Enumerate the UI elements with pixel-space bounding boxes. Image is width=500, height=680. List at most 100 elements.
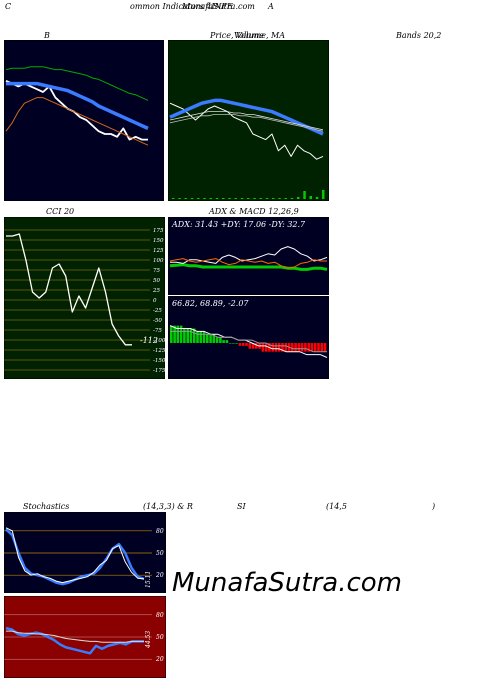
macd-histogram-bar	[242, 343, 245, 346]
macd-histogram-bar	[196, 331, 199, 343]
header-right: A	[268, 2, 274, 11]
adx-series-line-2	[169, 258, 327, 269]
macd-histogram-bar	[284, 343, 288, 352]
adx-readout: ADX: 31.43 +DY: 17.06 -DY: 32.7	[171, 220, 306, 229]
volume-bar	[259, 198, 262, 199]
volume-bar	[197, 198, 200, 199]
volume-bar	[222, 198, 225, 199]
bands-title-left: B	[44, 31, 50, 40]
macd-histogram-bar	[300, 343, 304, 352]
stochastics-series-line-1	[5, 527, 145, 584]
rsi-tick-label: 80	[156, 612, 164, 619]
volume-bars	[172, 190, 325, 199]
macd-histogram-bar	[245, 343, 248, 346]
macd-histogram-bar	[215, 337, 219, 343]
stoch-panel: 80 50 20 15.11	[4, 512, 166, 593]
macd-histogram-bar	[238, 343, 242, 346]
stoch-grid: 80 50 20	[4, 528, 164, 579]
macd-histogram-bar	[255, 343, 258, 349]
macd-histogram-bar	[313, 343, 317, 352]
cci-tick-label: 25	[152, 288, 160, 294]
volume-bar	[190, 198, 194, 199]
macd-histogram-bar	[248, 343, 252, 349]
bollinger-background	[4, 40, 164, 201]
rsi-series-line-0	[5, 626, 144, 655]
macd-series-line-0	[169, 325, 328, 358]
adx-macd-title: ADX & MACD 12,26,9	[209, 207, 299, 216]
rsi-params: (14,5	[326, 502, 347, 511]
macd-histogram-bar	[251, 343, 255, 349]
volume-bar	[297, 197, 300, 199]
stoch-title: Stochastics	[23, 502, 70, 511]
volume-bar	[322, 190, 325, 199]
macd-histogram-bar	[186, 328, 189, 343]
bollinger-series-line-3	[5, 97, 149, 146]
volume-bar	[228, 198, 231, 199]
price_volume_ma-series-line-2	[169, 111, 324, 131]
macd-histogram-bar	[176, 325, 180, 343]
macd-readout: 66.82, 68.89, -2.07	[172, 299, 249, 308]
volume-bar	[247, 198, 250, 199]
price-background	[168, 40, 329, 201]
bollinger-series-line-0	[5, 79, 148, 141]
macd-series-line-1	[170, 330, 327, 353]
volume-bar	[290, 198, 294, 199]
cci-grid: 175 150 125 100 75 50 25 0 -25 -50 -75 -100 -125 -150…	[4, 228, 165, 374]
macd-histogram-bar	[317, 343, 320, 352]
cci-tick-label: 75	[153, 268, 160, 274]
macd-histogram-bar	[261, 343, 265, 352]
price_volume_ma-series-line-3	[169, 114, 324, 132]
adx-series-line-0	[169, 263, 328, 271]
macd-histogram-bar	[219, 337, 222, 343]
macd-histogram-bar	[310, 343, 314, 352]
macd-histogram-bar	[199, 331, 202, 343]
cci-tick-label: 0	[153, 298, 157, 304]
macd-histogram-bar	[320, 343, 324, 352]
macd-histogram-bar	[189, 328, 193, 343]
volume-bar	[172, 198, 175, 199]
adx-background	[168, 217, 329, 295]
price-title-overlay: Volume	[234, 31, 264, 40]
volume-bar	[278, 198, 281, 199]
price_volume_ma-series-line-0	[169, 102, 324, 160]
macd-histogram-bar	[304, 343, 307, 352]
macd-histogram-bar	[323, 343, 327, 352]
cci-tick-label: 150	[153, 238, 164, 244]
macd-histogram-bar	[232, 343, 235, 344]
volume-bar	[184, 198, 187, 199]
cci-tick-label: -50	[153, 318, 162, 324]
bollinger-panel	[4, 40, 164, 201]
volume-bar	[265, 198, 269, 199]
rsi-grid: 80 50 20	[4, 612, 164, 663]
cci-tick-label: -150	[153, 358, 165, 364]
macd-histogram-bar	[277, 343, 281, 352]
cci-tick-label: -75	[153, 328, 162, 334]
volume-bar	[178, 198, 181, 199]
cci-series-line-0	[6, 233, 132, 346]
volume-bar	[209, 198, 212, 199]
stoch-background	[4, 512, 166, 593]
macd-histogram-bar	[307, 343, 310, 352]
macd-histogram-bar	[274, 343, 278, 352]
stoch-tick-label: 80	[156, 528, 164, 535]
price-series	[169, 98, 324, 160]
bollinger-series	[5, 66, 149, 146]
rsi-tick-label: 50	[156, 634, 164, 641]
stoch-last-value: 15.11	[145, 571, 152, 588]
cci-tick-label: -125	[153, 348, 165, 354]
rsi-series-line-1	[6, 630, 144, 643]
cci-tick-label: 125	[153, 248, 164, 254]
macd-histogram-bar	[225, 340, 229, 343]
stoch-series: 15.11	[5, 527, 152, 588]
stoch-tick-label: 50	[156, 550, 164, 557]
volume-bar	[272, 198, 275, 199]
rsi-last-value: 44.53	[145, 631, 152, 649]
macd-histogram-bar	[183, 328, 186, 343]
macd-series	[169, 325, 328, 358]
price_volume_ma-series-line-1	[169, 98, 324, 136]
volume-bar	[203, 198, 206, 199]
cci-tick-label: 175	[153, 228, 164, 234]
cci-tick-label: -175	[153, 368, 165, 374]
macd-histogram-bar	[281, 343, 284, 352]
rsi-si: SI	[237, 502, 246, 511]
